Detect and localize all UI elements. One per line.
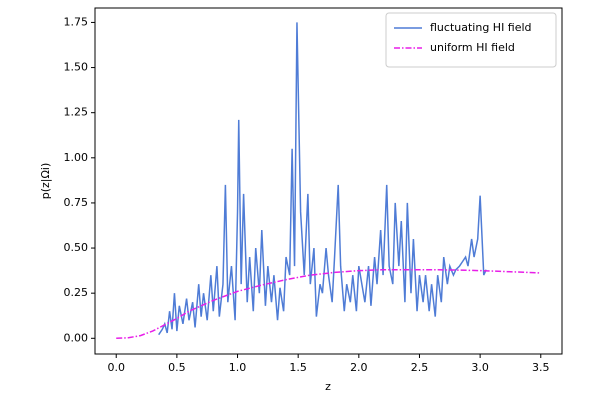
series-line: [158, 22, 487, 336]
series-line: [116, 268, 541, 340]
y-tick-label: 0.25: [64, 286, 89, 299]
x-tick-label: 3.5: [532, 361, 550, 374]
y-tick-label: 1.50: [64, 61, 89, 74]
x-tick-label: 2.0: [350, 361, 368, 374]
y-axis-label: p(z|Ωi): [39, 163, 52, 200]
y-tick-label: 0.50: [64, 241, 89, 254]
x-tick-label: 0.0: [107, 361, 125, 374]
x-tick-label: 1.0: [229, 361, 247, 374]
x-tick-label: 1.5: [289, 361, 307, 374]
x-axis-label: z: [325, 380, 331, 393]
y-tick-label: 1.25: [64, 106, 89, 119]
legend-label: fluctuating HI field: [430, 21, 532, 34]
y-tick-label: 1.00: [64, 151, 89, 164]
y-tick-label: 0.75: [64, 196, 89, 209]
y-tick-label: 0.00: [64, 331, 89, 344]
x-tick-label: 2.5: [411, 361, 429, 374]
legend-box: [385, 12, 557, 68]
x-tick-label: 0.5: [168, 361, 186, 374]
y-tick-label: 1.75: [64, 15, 89, 28]
legend-label: uniform HI field: [430, 41, 515, 54]
x-tick-label: 3.0: [471, 361, 489, 374]
axes-frame: [94, 7, 563, 355]
